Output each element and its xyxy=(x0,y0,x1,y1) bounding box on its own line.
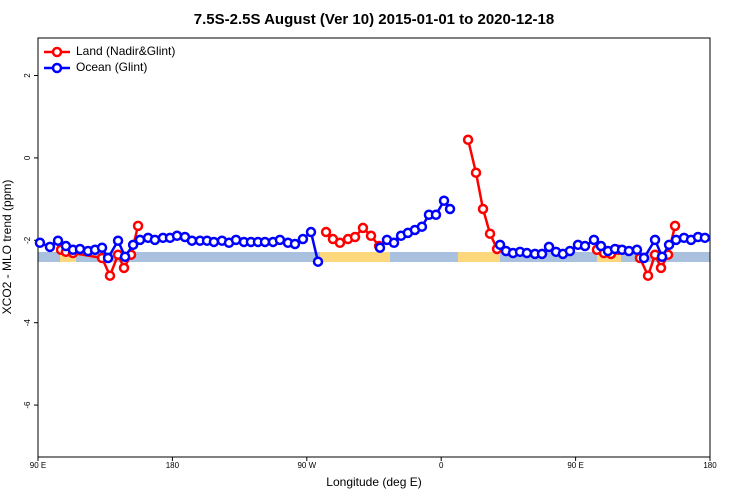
point xyxy=(305,226,317,238)
point xyxy=(623,245,635,257)
point xyxy=(118,262,130,274)
x-tick-label: 180 xyxy=(703,461,717,470)
legend-marker xyxy=(51,62,63,74)
y-tick-label: 0 xyxy=(23,155,32,160)
point xyxy=(521,247,533,259)
point xyxy=(649,234,661,246)
legend-label: Ocean (Glint) xyxy=(76,60,147,74)
point xyxy=(663,239,675,251)
x-tick-label: 90 W xyxy=(297,461,316,470)
point xyxy=(74,243,86,255)
point xyxy=(149,234,161,246)
x-tick-label: 90 E xyxy=(30,461,46,470)
land-band xyxy=(320,252,390,262)
point xyxy=(642,270,654,281)
point xyxy=(96,242,108,253)
y-tick-label: -6 xyxy=(23,401,32,409)
point xyxy=(631,244,643,256)
y-tick-label: 2 xyxy=(23,73,32,78)
y-tick-label: -2 xyxy=(23,236,32,244)
x-tick-label: 90 E xyxy=(567,461,583,470)
point xyxy=(119,251,131,263)
point xyxy=(579,240,591,252)
point xyxy=(134,234,146,246)
y-axis-label: XCO2 - MLO trend (ppm) xyxy=(0,180,14,315)
point xyxy=(699,232,711,244)
point xyxy=(357,222,369,234)
point xyxy=(595,240,607,252)
point xyxy=(444,203,456,215)
point xyxy=(334,237,346,249)
point xyxy=(588,234,600,246)
land-band xyxy=(458,252,500,262)
point xyxy=(349,231,361,243)
x-axis-label: Longitude (deg E) xyxy=(326,475,421,489)
point xyxy=(208,236,220,248)
point xyxy=(388,237,400,249)
x-tick-label: 180 xyxy=(166,461,180,470)
point xyxy=(374,242,386,253)
point xyxy=(365,230,377,242)
point xyxy=(536,248,548,260)
point xyxy=(462,134,474,146)
point xyxy=(416,221,428,232)
point xyxy=(274,234,286,246)
point xyxy=(34,237,46,249)
chart-title: 7.5S-2.5S August (Ver 10) 2015-01-01 to … xyxy=(194,11,554,28)
point xyxy=(112,235,124,246)
point xyxy=(470,167,482,178)
point xyxy=(669,220,681,232)
point xyxy=(104,270,116,281)
point xyxy=(484,228,496,239)
point xyxy=(132,220,144,232)
point xyxy=(430,209,442,220)
x-tick-label: 0 xyxy=(439,461,444,470)
point xyxy=(656,251,668,263)
point xyxy=(44,241,56,253)
point xyxy=(186,235,198,246)
point xyxy=(289,238,301,250)
point xyxy=(638,252,650,264)
legend-marker xyxy=(51,46,63,58)
point xyxy=(52,235,64,246)
point xyxy=(655,262,667,274)
point xyxy=(312,256,324,267)
point xyxy=(477,203,489,215)
y-tick-label: -4 xyxy=(23,319,32,327)
point xyxy=(259,236,271,248)
point xyxy=(494,239,506,251)
point xyxy=(543,241,555,253)
point xyxy=(127,239,139,251)
legend-label: Land (Nadir&Glint) xyxy=(76,44,175,58)
point xyxy=(564,245,576,257)
point xyxy=(297,233,309,245)
point xyxy=(320,226,332,238)
point xyxy=(438,195,450,206)
land-band xyxy=(60,252,76,262)
point xyxy=(171,230,183,242)
point xyxy=(102,252,114,264)
